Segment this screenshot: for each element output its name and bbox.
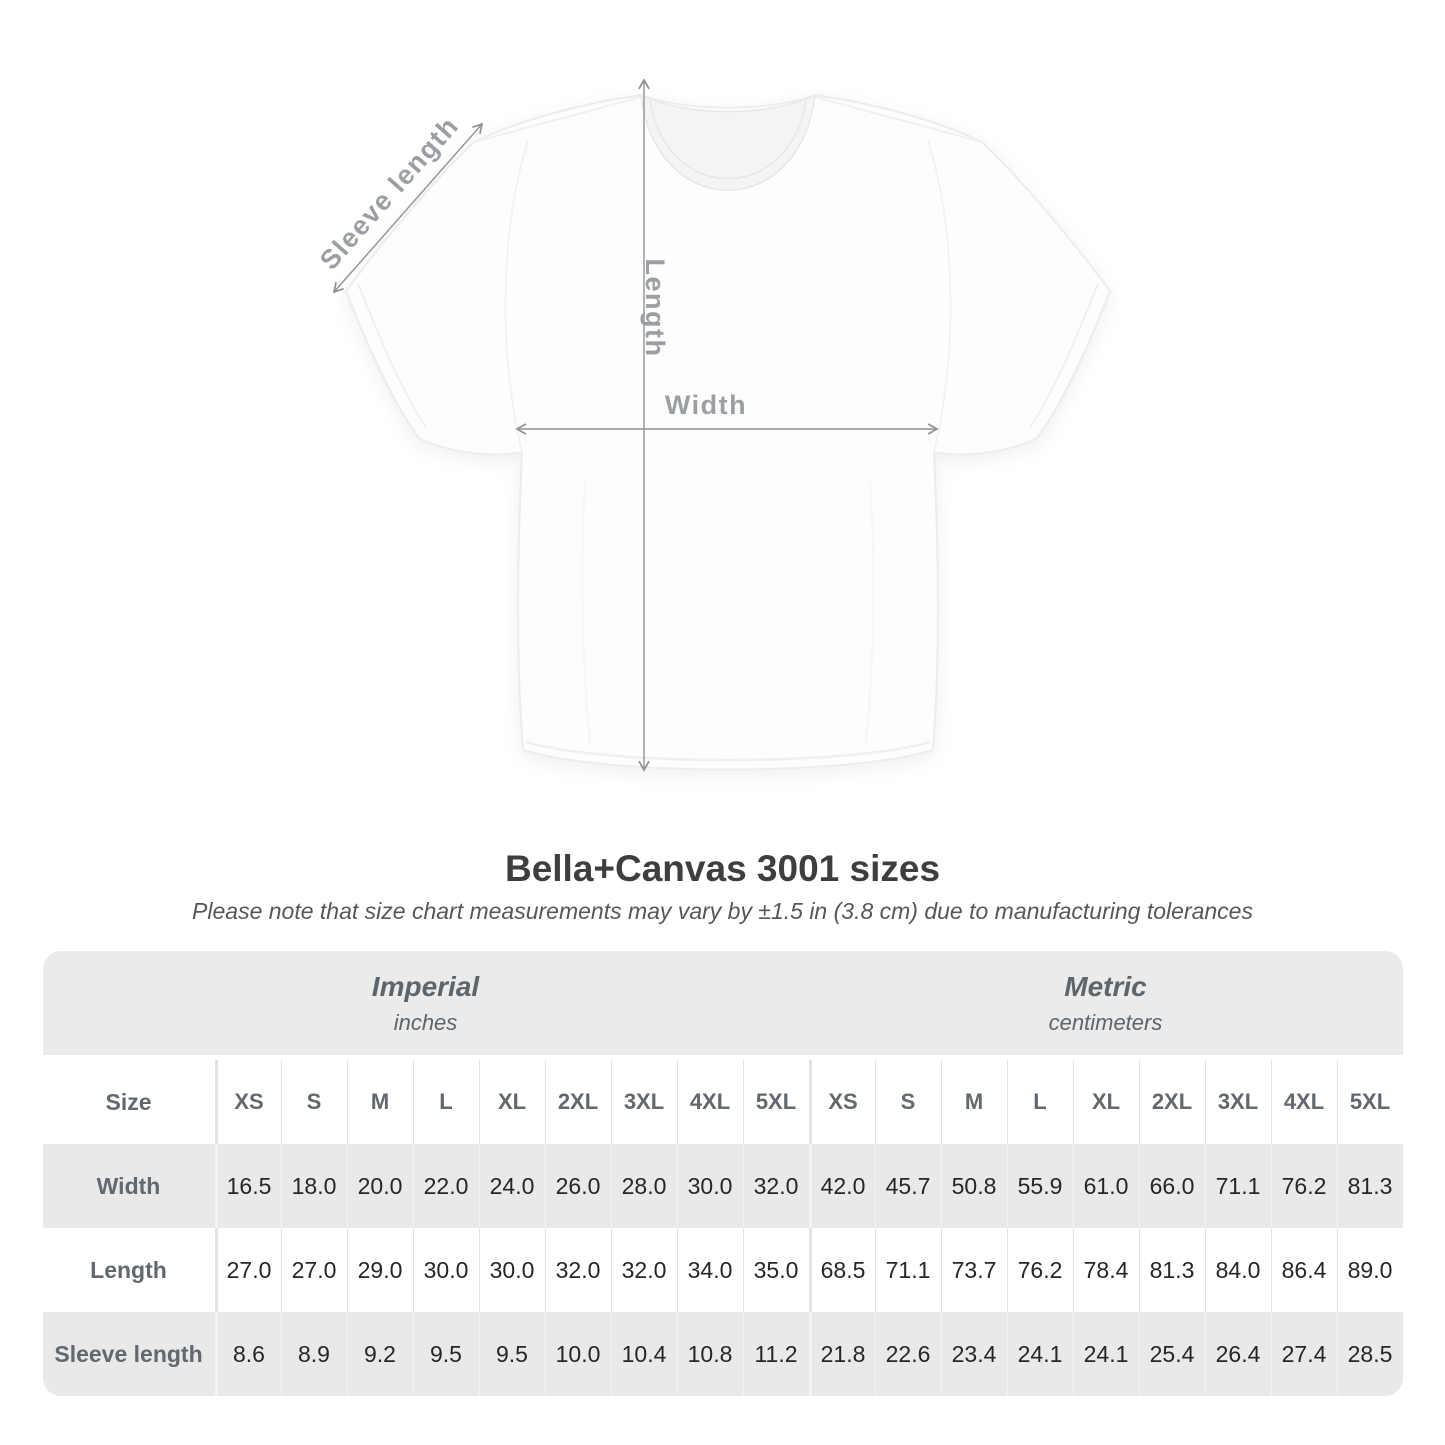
unit-group-header: Imperial inches Metric centimeters [42,951,1403,1055]
page-title: Bella+Canvas 3001 sizes [504,848,941,889]
size-header-cell: S [874,1060,941,1144]
value-cell: 27.0 [280,1228,347,1312]
value-cell: 26.0 [544,1144,611,1228]
value-cell: 22.0 [412,1144,479,1228]
value-cell: 71.1 [874,1228,941,1312]
tshirt-graphic [344,93,1112,771]
metric-units: centimeters [1048,1009,1163,1035]
value-cell: 21.8 [808,1312,875,1396]
value-cell: 27.0 [214,1228,281,1312]
value-cell: 81.3 [1138,1228,1205,1312]
size-header-cell: 5XL [742,1060,809,1144]
value-cell: 8.6 [214,1312,281,1396]
value-cell: 86.4 [1270,1228,1337,1312]
imperial-units: inches [393,1009,458,1035]
length-row: Length 27.0 27.0 29.0 30.0 30.0 32.0 32.… [42,1228,1403,1312]
value-cell: 22.6 [874,1312,941,1396]
size-header-cell: 2XL [1138,1060,1205,1144]
value-cell: 25.4 [1138,1312,1205,1396]
size-column-header: Size [105,1088,152,1115]
value-cell: 24.1 [1072,1312,1139,1396]
value-cell: 10.8 [676,1312,743,1396]
value-cell: 84.0 [1204,1228,1271,1312]
size-header-cell: 4XL [676,1060,743,1144]
size-header-cell: 5XL [1336,1060,1403,1144]
value-cell: 61.0 [1072,1144,1139,1228]
row-label: Sleeve length [54,1340,203,1367]
size-header-cell: 2XL [544,1060,611,1144]
collar [640,93,816,191]
size-header-cell: XS [214,1060,281,1144]
value-cell: 24.1 [1006,1312,1073,1396]
value-cell: 89.0 [1336,1228,1403,1312]
imperial-group-header: Imperial inches [43,951,809,1055]
value-cell: 8.9 [280,1312,347,1396]
imperial-label: Imperial [371,970,480,1002]
metric-group-header: Metric centimeters [809,951,1403,1055]
size-chart-table: Imperial inches Metric centimeters Size … [42,951,1403,1396]
size-header-cell: 4XL [1270,1060,1337,1144]
value-cell: 11.2 [742,1312,809,1396]
value-cell: 18.0 [280,1144,347,1228]
value-cell: 68.5 [808,1228,875,1312]
width-label: Width [665,390,747,420]
value-cell: 32.0 [742,1144,809,1228]
value-cell: 10.4 [610,1312,677,1396]
value-cell: 28.0 [610,1144,677,1228]
value-cell: 10.0 [544,1312,611,1396]
value-cell: 76.2 [1270,1144,1337,1228]
size-header-cell: XL [478,1060,545,1144]
value-cell: 35.0 [742,1228,809,1312]
value-cell: 66.0 [1138,1144,1205,1228]
sleeve-length-arrow [332,122,484,294]
value-cell: 73.7 [940,1228,1007,1312]
value-cell: 81.3 [1336,1144,1403,1228]
value-cell: 50.8 [940,1144,1007,1228]
tshirt-diagram-svg: Sleeve length Length Width [314,78,1112,772]
row-label: Length [90,1256,167,1283]
row-label: Width [96,1172,161,1199]
size-header-cell: M [346,1060,413,1144]
value-cell: 9.5 [412,1312,479,1396]
value-cell: 28.5 [1336,1312,1403,1396]
value-cell: 71.1 [1204,1144,1271,1228]
size-header-cell: XL [1072,1060,1139,1144]
value-cell: 27.4 [1270,1312,1337,1396]
size-header-row: Size XS S M L XL 2XL 3XL 4XL 5XL XS S M … [42,1060,1403,1144]
value-cell: 30.0 [412,1228,479,1312]
width-row: Width 16.5 18.0 20.0 22.0 24.0 26.0 28.0… [42,1144,1403,1228]
value-cell: 16.5 [214,1144,281,1228]
value-cell: 32.0 [544,1228,611,1312]
value-cell: 9.5 [478,1312,545,1396]
size-header-cell: XS [808,1060,875,1144]
value-cell: 32.0 [610,1228,677,1312]
value-cell: 29.0 [346,1228,413,1312]
value-cell: 45.7 [874,1144,941,1228]
value-cell: 76.2 [1006,1228,1073,1312]
sleeve-length-row: Sleeve length 8.6 8.9 9.2 9.5 9.5 10.0 1… [42,1312,1403,1396]
tolerance-note: Please note that size chart measurements… [192,898,1253,924]
value-cell: 9.2 [346,1312,413,1396]
length-label: Length [640,259,670,358]
tshirt-diagram: Sleeve length Length Width [314,78,1112,772]
value-cell: 30.0 [478,1228,545,1312]
value-cell: 20.0 [346,1144,413,1228]
size-header-cell: 3XL [1204,1060,1271,1144]
value-cell: 23.4 [940,1312,1007,1396]
metric-label: Metric [1064,970,1147,1002]
size-header-cell: L [412,1060,479,1144]
value-cell: 78.4 [1072,1228,1139,1312]
value-cell: 24.0 [478,1144,545,1228]
value-cell: 42.0 [808,1144,875,1228]
value-cell: 55.9 [1006,1144,1073,1228]
size-header-cell: 3XL [610,1060,677,1144]
size-header-cell: S [280,1060,347,1144]
size-header-cell: L [1006,1060,1073,1144]
value-cell: 34.0 [676,1228,743,1312]
value-cell: 26.4 [1204,1312,1271,1396]
value-cell: 30.0 [676,1144,743,1228]
size-header-cell: M [940,1060,1007,1144]
